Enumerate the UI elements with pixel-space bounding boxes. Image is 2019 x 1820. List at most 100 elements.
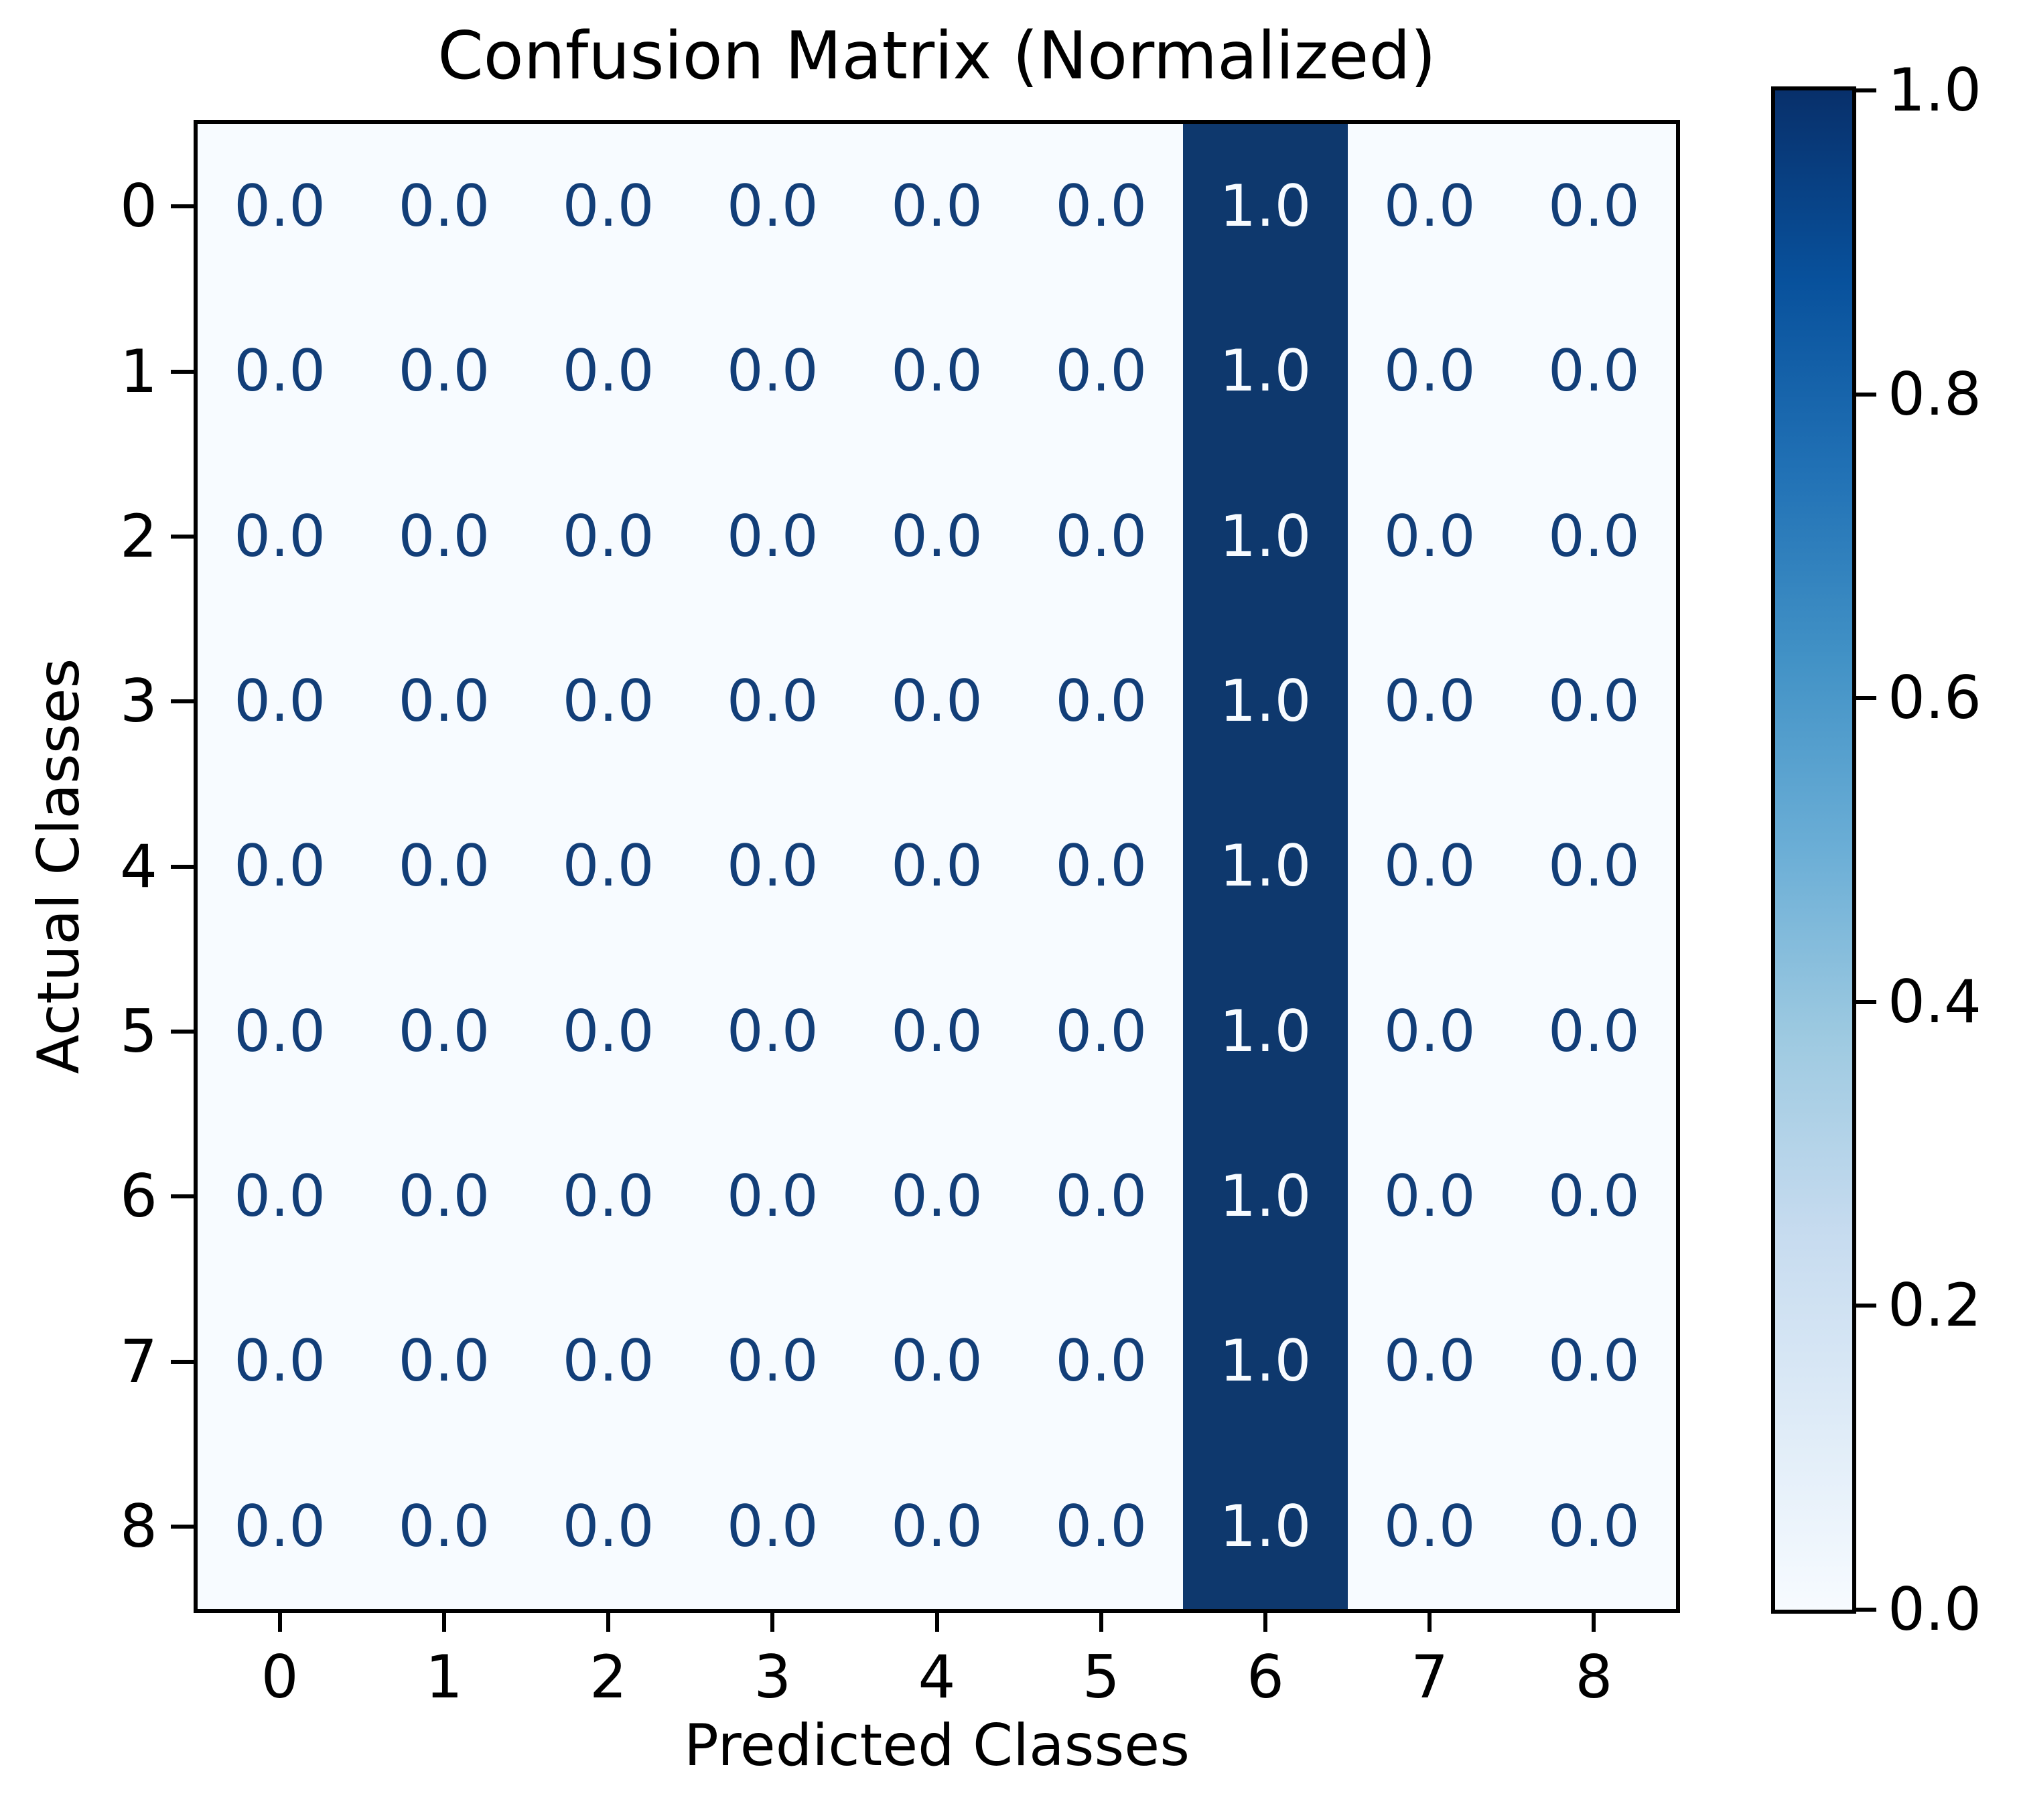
matrix-cell: 0.0	[526, 453, 691, 619]
y-tick-mark	[171, 1029, 194, 1034]
matrix-cell: 0.0	[854, 784, 1020, 949]
y-axis-label: Actual Classes	[25, 658, 92, 1074]
x-tick-mark	[1099, 1613, 1103, 1632]
matrix-cell: 0.0	[526, 1279, 691, 1444]
matrix-cell: 0.0	[526, 949, 691, 1114]
y-tick-label: 0	[120, 171, 157, 241]
y-tick-label: 1	[120, 336, 157, 406]
cell-value: 0.0	[1055, 338, 1147, 405]
x-tick-mark	[606, 1613, 611, 1632]
matrix-cell: 0.0	[362, 453, 527, 619]
matrix-cell: 0.0	[1019, 1444, 1184, 1609]
matrix-cell: 0.0	[854, 1444, 1020, 1609]
x-tick-label: 1	[425, 1642, 463, 1711]
colorbar-tick-mark	[1856, 999, 1876, 1004]
x-axis-label: Predicted Classes	[683, 1712, 1190, 1779]
matrix-cell: 0.0	[362, 124, 527, 289]
matrix-cell: 0.0	[1019, 1113, 1184, 1279]
matrix-cell: 0.0	[690, 1113, 855, 1279]
matrix-cell: 0.0	[362, 949, 527, 1114]
matrix-cell: 0.0	[1511, 124, 1676, 289]
matrix-cell: 0.0	[854, 453, 1020, 619]
matrix-cell: 0.0	[1019, 124, 1184, 289]
matrix-cell: 0.0	[362, 1113, 527, 1279]
matrix-cell: 0.0	[690, 124, 855, 289]
matrix-cell: 0.0	[854, 618, 1020, 784]
y-tick-mark	[171, 204, 194, 209]
matrix-cell: 0.0	[690, 949, 855, 1114]
matrix-cell: 0.0	[1019, 289, 1184, 454]
cell-value: 0.0	[891, 1163, 983, 1231]
colorbar-tick-label: 0.2	[1888, 1271, 1981, 1340]
x-tick-mark	[1592, 1613, 1596, 1632]
cell-value: 0.0	[234, 173, 326, 240]
matrix-cell: 0.0	[526, 124, 691, 289]
y-tick-label: 2	[120, 501, 157, 571]
matrix-cell: 0.0	[1511, 1279, 1676, 1444]
y-tick-mark	[171, 1524, 194, 1529]
x-tick-label: 7	[1411, 1642, 1449, 1711]
colorbar-tick-mark	[1856, 1304, 1876, 1308]
cell-value: 0.0	[1547, 1163, 1640, 1231]
cell-value: 0.0	[234, 997, 326, 1065]
y-tick-label: 7	[120, 1326, 157, 1396]
matrix-cell: 0.0	[526, 1113, 691, 1279]
matrix-cell: 0.0	[854, 949, 1020, 1114]
cell-value: 0.0	[562, 833, 654, 900]
cell-value: 0.0	[398, 833, 490, 900]
cell-value: 0.0	[562, 1163, 654, 1231]
matrix-cell: 0.0	[690, 618, 855, 784]
matrix-cell: 0.0	[1019, 618, 1184, 784]
matrix-cell: 1.0	[1183, 1444, 1348, 1609]
matrix-cell: 0.0	[198, 453, 362, 619]
matrix-cell: 0.0	[526, 289, 691, 454]
cell-value: 0.0	[1547, 1492, 1640, 1560]
matrix-cell: 0.0	[854, 289, 1020, 454]
cell-value: 0.0	[562, 338, 654, 405]
matrix-cell: 0.0	[1347, 1113, 1512, 1279]
cell-value: 1.0	[1219, 1492, 1312, 1560]
cell-value: 0.0	[562, 173, 654, 240]
x-tick-label: 4	[918, 1642, 956, 1711]
cell-value: 0.0	[1383, 1492, 1476, 1560]
y-tick-mark	[171, 1194, 194, 1199]
cell-value: 0.0	[1383, 1328, 1476, 1395]
matrix-cell: 0.0	[362, 289, 527, 454]
matrix-cell: 0.0	[362, 618, 527, 784]
cell-value: 0.0	[1055, 833, 1147, 900]
cell-value: 0.0	[1547, 997, 1640, 1065]
chart-title: Confusion Matrix (Normalized)	[437, 18, 1436, 94]
cell-value: 0.0	[1055, 997, 1147, 1065]
matrix-cell: 0.0	[362, 1279, 527, 1444]
y-tick-label: 8	[120, 1491, 157, 1561]
cell-value: 0.0	[1055, 173, 1147, 240]
x-tick-label: 8	[1575, 1642, 1613, 1711]
colorbar-tick-label: 0.6	[1888, 663, 1981, 733]
cell-value: 1.0	[1219, 1328, 1312, 1395]
cell-value: 0.0	[398, 1492, 490, 1560]
matrix-cell: 0.0	[1511, 618, 1676, 784]
cell-value: 1.0	[1219, 1163, 1312, 1231]
matrix-cell: 0.0	[1347, 1444, 1512, 1609]
matrix-cell: 0.0	[198, 1113, 362, 1279]
cell-value: 0.0	[891, 502, 983, 570]
x-tick-label: 6	[1246, 1642, 1284, 1711]
matrix-cell: 0.0	[1019, 784, 1184, 949]
cell-value: 0.0	[1383, 502, 1476, 570]
y-tick-label: 4	[120, 831, 157, 901]
cell-value: 0.0	[726, 997, 819, 1065]
cell-value: 0.0	[562, 668, 654, 736]
matrix-cell: 0.0	[1347, 618, 1512, 784]
matrix-cell: 0.0	[1511, 289, 1676, 454]
cell-value: 1.0	[1219, 668, 1312, 736]
x-tick-mark	[934, 1613, 939, 1632]
y-tick-mark	[171, 864, 194, 869]
cell-value: 0.0	[398, 668, 490, 736]
x-tick-label: 5	[1082, 1642, 1120, 1711]
cell-value: 1.0	[1219, 833, 1312, 900]
matrix-cell: 0.0	[1019, 949, 1184, 1114]
cell-value: 0.0	[1383, 338, 1476, 405]
colorbar-gradient	[1771, 86, 1856, 1614]
colorbar-tick-label: 0.0	[1888, 1575, 1981, 1644]
